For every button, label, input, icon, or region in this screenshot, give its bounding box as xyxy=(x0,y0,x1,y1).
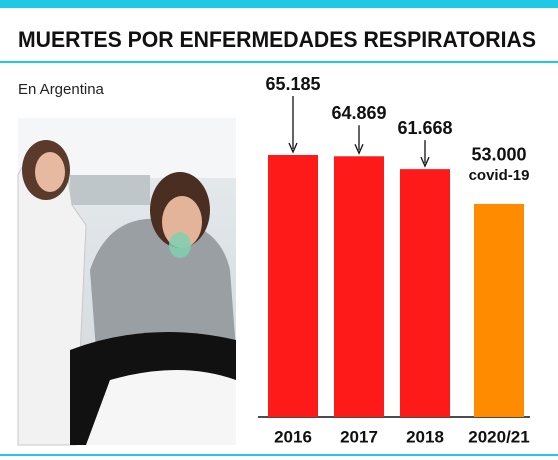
bar xyxy=(474,203,524,417)
bar xyxy=(334,156,384,417)
arrow-head xyxy=(420,156,430,168)
bar xyxy=(268,155,318,417)
x-tick-label: 2018 xyxy=(406,427,444,446)
top-band xyxy=(0,0,558,8)
value-label: 53.000 xyxy=(471,145,526,165)
subtitle: En Argentina xyxy=(18,81,105,98)
value-label: 61.668 xyxy=(397,118,452,138)
bar xyxy=(400,169,450,417)
value-label: 65.185 xyxy=(265,74,320,94)
arrow-head xyxy=(288,142,298,154)
annotation: covid-19 xyxy=(469,167,530,184)
chart-title: MUERTES POR ENFERMEDADES RESPIRATORIAS xyxy=(18,27,536,52)
x-tick-label: 2017 xyxy=(340,427,378,446)
x-tick-label: 2016 xyxy=(274,427,312,446)
photo xyxy=(17,118,236,446)
arrow-head xyxy=(354,144,364,155)
value-label: 64.869 xyxy=(331,103,386,123)
x-tick-label: 2020/21 xyxy=(468,427,529,446)
